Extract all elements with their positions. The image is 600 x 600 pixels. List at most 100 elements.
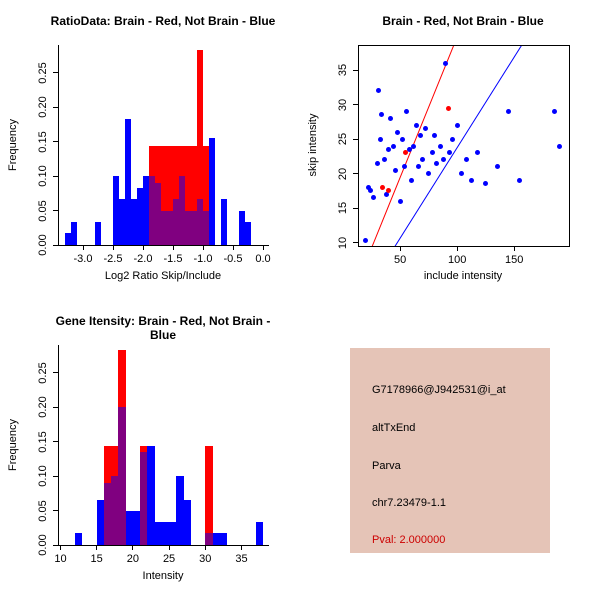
y-axis-tick bbox=[53, 406, 58, 408]
data-point-blue bbox=[418, 133, 424, 139]
not-brain-fit-line bbox=[394, 46, 522, 246]
y-axis-tick bbox=[53, 72, 58, 74]
data-point-blue bbox=[409, 177, 414, 183]
scatter-y-axis-label: skip intensity bbox=[307, 113, 319, 177]
y-axis-tick-label: 0.00 bbox=[37, 534, 49, 556]
data-point-blue bbox=[426, 171, 432, 177]
data-point-blue bbox=[406, 146, 412, 152]
x-axis-tick bbox=[232, 245, 234, 250]
x-axis-tick-label: -0.5 bbox=[223, 253, 243, 265]
data-point-blue bbox=[443, 60, 449, 66]
histogram-bar bbox=[179, 146, 185, 177]
x-axis-tick bbox=[132, 545, 134, 550]
histogram-bar bbox=[169, 522, 177, 545]
chromosome-location-text: chr7.23479-1.1 bbox=[372, 497, 446, 509]
y-axis-tick bbox=[53, 475, 58, 477]
y-axis-tick bbox=[53, 244, 58, 246]
histogram-bar bbox=[255, 522, 264, 545]
histogram-bar bbox=[205, 533, 213, 545]
data-point-blue bbox=[557, 143, 563, 149]
y-axis-tick bbox=[53, 441, 58, 443]
data-point-blue bbox=[483, 181, 489, 187]
data-point-blue bbox=[363, 237, 369, 243]
histogram-bar bbox=[176, 476, 184, 545]
data-point-blue bbox=[374, 160, 380, 166]
histogram-bar bbox=[221, 198, 227, 245]
histogram-bar bbox=[203, 210, 209, 245]
histogram-bar bbox=[137, 187, 143, 245]
histogram-bar bbox=[191, 146, 197, 211]
histogram-bar bbox=[185, 210, 191, 245]
y-axis-tick-label: 0.20 bbox=[37, 396, 49, 418]
x-axis-tick bbox=[172, 245, 174, 250]
data-point-blue bbox=[381, 157, 387, 163]
histogram-bar bbox=[167, 210, 173, 245]
histogram-bar bbox=[132, 510, 141, 545]
x-axis-tick-label: 0.0 bbox=[255, 253, 271, 265]
y-axis-tick-label: 20 bbox=[337, 167, 349, 180]
data-point-blue bbox=[469, 177, 475, 183]
y-axis-tick-label: 0.20 bbox=[37, 96, 49, 118]
y-axis-tick-label: 0.25 bbox=[37, 361, 49, 384]
data-point-blue bbox=[463, 157, 469, 163]
pval-text: Pval: 2.000000 bbox=[372, 534, 446, 546]
y-axis-tick bbox=[53, 372, 58, 374]
histogram-bar bbox=[143, 176, 149, 245]
x-axis-tick-label: 35 bbox=[235, 553, 248, 565]
histogram-bar bbox=[125, 118, 131, 245]
histogram-bar bbox=[161, 146, 167, 211]
y-axis-tick-label: 30 bbox=[337, 98, 349, 111]
histogram-bar bbox=[209, 138, 215, 245]
data-point-blue bbox=[397, 198, 403, 204]
histogram-bar bbox=[140, 451, 148, 545]
histogram-bar bbox=[167, 146, 173, 211]
data-point-red bbox=[445, 105, 451, 111]
histogram-bar bbox=[197, 49, 203, 199]
gene-histogram-x-axis-label: Intensity bbox=[142, 570, 184, 582]
gene-histogram-y-axis-label: Frequency bbox=[7, 419, 19, 471]
data-point-blue bbox=[440, 157, 446, 163]
x-axis-tick-label: -1.5 bbox=[163, 253, 183, 265]
y-axis-tick-label: 15 bbox=[337, 201, 349, 215]
y-axis-tick-label: 0.05 bbox=[37, 199, 49, 222]
histogram-bar bbox=[65, 233, 71, 245]
x-axis-tick-label: 150 bbox=[505, 254, 524, 266]
histogram-bar bbox=[212, 533, 220, 545]
y-axis-tick bbox=[53, 510, 58, 512]
y-axis-tick bbox=[53, 210, 58, 212]
histogram-bar bbox=[95, 222, 101, 245]
probe-id-text: G7178966@J942531@i_at bbox=[372, 384, 506, 396]
data-point-blue bbox=[415, 164, 421, 170]
histogram-bar bbox=[113, 176, 119, 245]
y-axis-tick bbox=[53, 544, 58, 546]
histogram-bar bbox=[147, 446, 155, 545]
histogram-bar bbox=[161, 522, 170, 545]
histogram-bar bbox=[173, 146, 179, 199]
gene-histogram-bars bbox=[59, 345, 269, 545]
data-point-red bbox=[380, 184, 386, 190]
ratio-histogram-bars bbox=[59, 45, 269, 245]
event-type-text: altTxEnd bbox=[372, 422, 416, 434]
histogram-bar bbox=[219, 533, 227, 545]
y-axis-tick-label: 0.10 bbox=[37, 165, 49, 187]
data-point-blue bbox=[386, 146, 392, 152]
y-axis-tick-label: 0.15 bbox=[37, 130, 49, 153]
y-axis-tick bbox=[353, 104, 358, 106]
data-point-blue bbox=[434, 160, 440, 166]
histogram-bar bbox=[245, 222, 251, 245]
x-axis-tick-label: -2.5 bbox=[103, 253, 123, 265]
data-point-blue bbox=[517, 177, 523, 183]
y-axis-tick bbox=[53, 175, 58, 177]
data-point-red bbox=[403, 150, 409, 156]
x-axis-tick-label: 30 bbox=[199, 553, 212, 565]
x-axis-tick-label: -3.0 bbox=[73, 253, 93, 265]
data-point-blue bbox=[367, 188, 373, 194]
data-point-blue bbox=[459, 171, 465, 177]
data-point-blue bbox=[393, 167, 399, 173]
histogram-bar bbox=[125, 510, 133, 545]
histogram-bar bbox=[185, 146, 191, 211]
histogram-bar bbox=[239, 210, 245, 245]
histogram-bar bbox=[103, 446, 112, 483]
y-axis-tick-label: 35 bbox=[337, 64, 349, 77]
